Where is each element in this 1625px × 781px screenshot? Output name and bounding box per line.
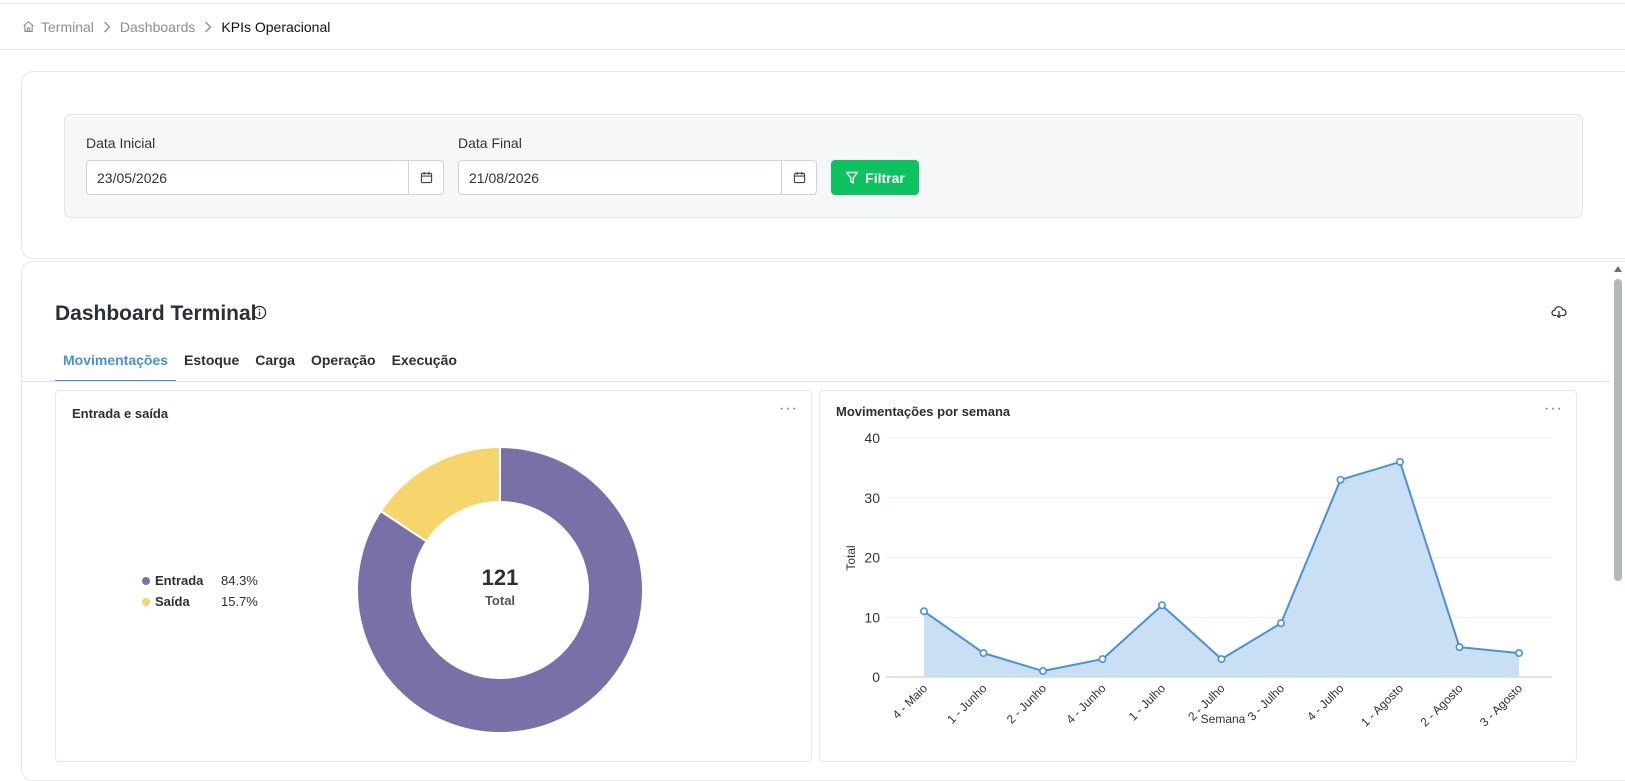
x-tick-label: 1 - Julho [1126, 681, 1169, 724]
tab-carga[interactable]: Carga [255, 352, 295, 368]
data-point[interactable] [1039, 667, 1048, 676]
dashboard-title: Dashboard Terminal [55, 302, 257, 325]
data-point[interactable] [1098, 655, 1107, 664]
y-tick-label: 10 [864, 609, 880, 625]
donut-chart: 121 Total [356, 445, 644, 734]
x-tick-label: 2 - Agosto [1418, 681, 1466, 729]
x-tick-label: 4 - Junho [1063, 681, 1109, 727]
movimentacoes-semana-panel [819, 390, 1577, 762]
more-options-icon[interactable]: ··· [1544, 400, 1563, 417]
data-point[interactable] [1157, 601, 1166, 610]
calendar-icon[interactable] [781, 161, 816, 194]
donut-slice-entrada[interactable] [356, 445, 644, 734]
legend-item-entrada: Entrada 84.3% [142, 570, 258, 591]
tab-execucao[interactable]: Execução [391, 352, 457, 368]
data-point[interactable] [1217, 655, 1226, 664]
end-date-input[interactable]: 21/08/2026 [458, 160, 817, 195]
y-tick-label: 30 [864, 490, 880, 506]
donut-slice-saida[interactable] [379, 445, 501, 543]
x-tick-label: 4 - Julho [1304, 681, 1347, 724]
breadcrumb-current: KPIs Operacional [221, 18, 331, 35]
data-point[interactable] [1455, 643, 1464, 652]
y-axis-label: Total [844, 545, 858, 570]
y-tick-label: 40 [864, 430, 880, 446]
legend-swatch [142, 597, 150, 606]
x-axis-label: Semana [1201, 712, 1246, 726]
legend-label: Entrada [155, 573, 204, 588]
x-tick-label: 1 - Junho [944, 681, 990, 727]
dashboard-tabs: Movimentações Estoque Carga Operação Exe… [55, 350, 465, 382]
breadcrumb-terminal[interactable]: Terminal [41, 18, 94, 35]
end-date-label: Data Final [458, 135, 522, 151]
legend-value: 15.7% [221, 594, 258, 609]
start-date-label: Data Inicial [86, 135, 156, 151]
x-tick-label: 2 - Junho [1004, 681, 1050, 727]
x-tick-label: 4 - Maio [890, 681, 931, 722]
y-tick-label: 20 [864, 550, 880, 566]
legend-swatch [142, 576, 150, 585]
tab-estoque[interactable]: Estoque [184, 352, 240, 368]
filter-button-label: Filtrar [865, 169, 905, 186]
start-date-input[interactable]: 23/05/2026 [86, 160, 444, 195]
tabs-divider [22, 381, 1610, 382]
breadcrumb: Terminal Dashboards KPIs Operacional [0, 4, 1625, 50]
legend-item-saida: Saída 15.7% [142, 591, 258, 612]
tab-movimentacoes[interactable]: Movimentações [55, 350, 177, 382]
calendar-icon[interactable] [408, 161, 443, 194]
info-icon[interactable] [252, 305, 267, 325]
data-point[interactable] [1514, 649, 1523, 658]
top-border [0, 3, 1625, 4]
donut-legend: Entrada 84.3% Saída 15.7% [142, 570, 258, 612]
start-date-value[interactable]: 23/05/2026 [97, 169, 168, 186]
y-tick-label: 0 [872, 669, 880, 685]
filter-button[interactable]: Filtrar [831, 160, 919, 195]
legend-label: Saída [155, 594, 190, 609]
data-point[interactable] [979, 649, 988, 658]
cloud-download-icon[interactable] [1551, 305, 1567, 324]
end-date-value[interactable]: 21/08/2026 [469, 169, 540, 186]
scroll-up-arrow[interactable] [1614, 266, 1622, 272]
scrollbar-thumb[interactable] [1614, 279, 1622, 581]
movimentacoes-semana-title: Movimentações por semana [836, 404, 1011, 419]
legend-value: 84.3% [221, 573, 258, 588]
data-point[interactable] [1276, 619, 1285, 628]
data-point[interactable] [1336, 475, 1345, 484]
filter-icon [845, 171, 859, 184]
more-options-icon[interactable]: ··· [779, 400, 798, 417]
x-tick-label: 3 - Agosto [1477, 681, 1525, 729]
x-tick-label: 1 - Agosto [1358, 681, 1406, 729]
tab-operacao[interactable]: Operação [310, 352, 376, 368]
donut-center-value: 121 [482, 565, 519, 590]
chevron-right-icon [103, 21, 111, 33]
entrada-saida-title: Entrada e saída [72, 406, 169, 421]
data-point[interactable] [1395, 457, 1404, 466]
home-icon[interactable] [22, 20, 35, 33]
donut-center-label: Total [485, 593, 515, 608]
x-tick-label: 3 - Julho [1245, 681, 1288, 724]
data-point[interactable] [920, 607, 929, 616]
area-chart: 4 - Maio 1 - Junho 2 - Junho 4 - Junho 1 - J… [844, 430, 1552, 729]
area-fill [924, 461, 1519, 677]
breadcrumb-dashboards[interactable]: Dashboards [119, 18, 196, 35]
chevron-right-icon [204, 21, 212, 33]
